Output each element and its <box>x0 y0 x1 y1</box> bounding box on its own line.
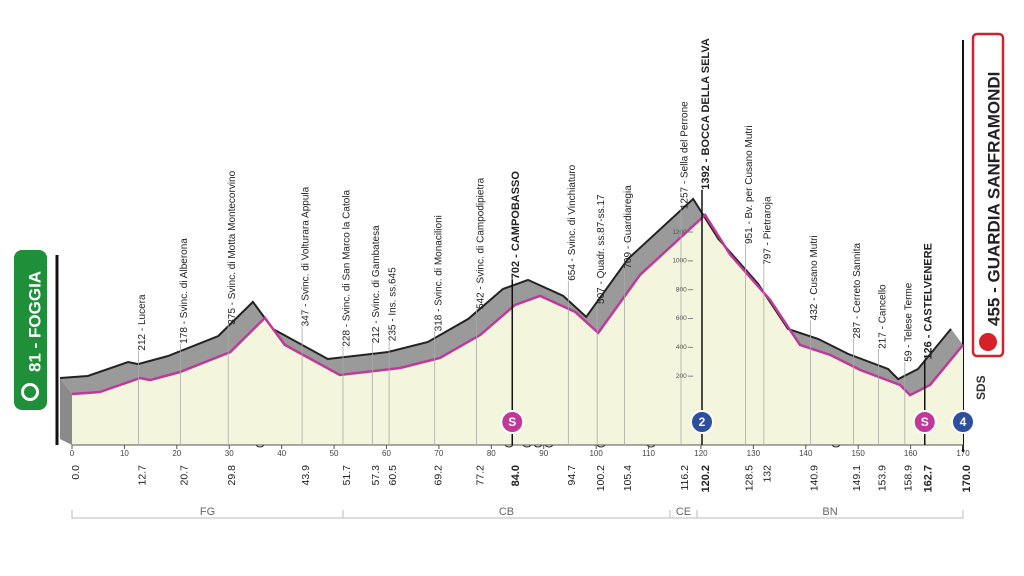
marker-symbol: S <box>508 415 516 429</box>
y-tick-label: 200 <box>676 373 687 380</box>
km-label: 158.9 <box>903 465 915 491</box>
km-label: 100.2 <box>595 465 607 491</box>
start-badge <box>14 250 47 410</box>
x-tick-label: 150 <box>851 449 865 458</box>
zone-label: BN <box>822 506 837 518</box>
y-tick-label: 400 <box>676 344 687 351</box>
km-label: 105.4 <box>622 465 634 491</box>
km-label: 140.9 <box>808 465 820 491</box>
km-label: 60.5 <box>387 465 399 486</box>
waypoint-label: 347 - Svinc. di Volturara Appula <box>301 186 312 326</box>
waypoint-label: 654 - Svinc. di Vinchiaturo <box>567 164 578 280</box>
waypoint-label: 126 - CASTELVENERE <box>923 243 935 360</box>
marker-symbol: S <box>921 415 929 429</box>
x-tick-label: 30 <box>225 449 234 458</box>
waypoint-label: 212 - Svinc. di Gambatesa <box>371 225 382 343</box>
waypoint-label: 432 - Cusano Mutri <box>809 235 820 320</box>
plot: 0 10 20 30 40 50 60 70 80 90 100 110 120 130 140 150 160… <box>59 38 975 519</box>
x-tick-label: 120 <box>694 449 708 458</box>
waypoint-label: 318 - Svinc. di Monacilioni <box>433 215 444 331</box>
x-tick-label: 90 <box>539 449 548 458</box>
km-label: 57.3 <box>370 465 382 486</box>
y-tick-label: 1200 <box>672 229 687 236</box>
y-tick-label: 600 <box>676 315 687 322</box>
waypoint-label: 217 - Cancello <box>877 284 888 349</box>
km-label: 128.5 <box>743 465 755 491</box>
waypoint-label: 287 - Cerreto Sannita <box>852 243 863 339</box>
start-icon-inner <box>24 386 36 398</box>
waypoint-label: 702 - CAMPOBASSO <box>510 171 522 280</box>
y-tick-label: 1000 <box>672 258 687 265</box>
x-tick-label: 70 <box>434 449 443 458</box>
km-label: 94.7 <box>566 465 578 486</box>
x-tick-label: 40 <box>277 449 286 458</box>
marker <box>912 410 937 434</box>
finish-label: 455 - GUARDIA SANFRAMONDI <box>984 72 1003 326</box>
profile-line <box>71 212 964 397</box>
x-tick-label: 0 <box>70 449 75 458</box>
x-tick-label: 170 <box>956 449 970 458</box>
km-label: 162.7 <box>923 465 935 493</box>
marker <box>689 410 714 434</box>
km-label: 12.7 <box>136 465 148 486</box>
marker-symbol: 2 <box>699 415 706 429</box>
waypoint-label: 235 - Ins. ss.645 <box>388 267 399 341</box>
finish-icon <box>979 333 997 351</box>
x-tick-label: 130 <box>747 449 761 458</box>
marker <box>951 410 975 434</box>
profile-top <box>59 197 952 381</box>
km-label: 120.2 <box>700 465 712 493</box>
finish-badge <box>971 32 1005 358</box>
profile-shadow <box>60 198 963 396</box>
logo: SDS <box>974 375 988 400</box>
km-label: 132 <box>762 465 774 483</box>
zone-label: CB <box>499 506 514 518</box>
km-label: 69.2 <box>432 465 444 486</box>
start-label: 81 - FOGGIA <box>25 271 44 372</box>
waypoint-label: 507 - Quadr. ss.87-ss.17 <box>596 194 607 304</box>
x-tick-label: 110 <box>642 449 655 458</box>
km-label: 20.7 <box>178 465 190 486</box>
marker-symbol: 4 <box>960 415 967 429</box>
x-tick-label: 60 <box>382 449 391 458</box>
x-tick-label: 80 <box>487 449 496 458</box>
km-label: 116.2 <box>679 465 691 491</box>
zone-bracket <box>696 510 964 519</box>
km-label: 170.0 <box>961 465 973 493</box>
x-tick-label: 100 <box>589 449 603 458</box>
waypoint-label: 709 - Guardiaregia <box>623 185 634 269</box>
km-label: 51.7 <box>341 465 353 486</box>
x-tick-label: 10 <box>120 449 129 458</box>
waypoint-label: 1392 - BOCCA DELLA SELVA <box>700 38 712 190</box>
km-label: 149.1 <box>851 465 863 491</box>
profile-side <box>60 378 72 445</box>
km-label: 29.8 <box>226 465 238 486</box>
waypoint-label: 212 - Lucera <box>137 294 148 351</box>
km-label: 43.9 <box>300 465 312 486</box>
x-tick-label: 20 <box>172 449 181 458</box>
profile-area <box>72 214 963 445</box>
waypoint-label: 542 - Svinc. di Campodipietra <box>475 177 486 309</box>
km-label: 153.9 <box>876 465 888 491</box>
waypoint-label: 178 - Svinc. di Alberona <box>179 238 190 344</box>
km-label: 0.0 <box>70 465 82 480</box>
y-tick-label: 800 <box>676 286 687 293</box>
km-label: 77.2 <box>474 465 486 486</box>
x-tick-label: 140 <box>799 449 813 458</box>
waypoint-label: 1257 - Sella del Perrone <box>680 101 691 209</box>
zone-label: FG <box>200 506 215 518</box>
waypoint-label: 797 - Pietraroja <box>762 196 773 265</box>
km-label: 84.0 <box>510 465 522 486</box>
marker <box>500 410 525 434</box>
zone-label: CE <box>676 506 691 518</box>
waypoint-label: 375 - Svinc. di Motta Montecorvino <box>227 170 238 324</box>
waypoint-label: 951 - Bv. per Cusano Mutri <box>744 125 755 244</box>
x-tick-label: 50 <box>330 449 339 458</box>
waypoint-label: 228 - Svinc. di San Marco la Catola <box>342 189 353 346</box>
x-tick-label: 160 <box>904 449 918 458</box>
waypoint-label: 59 - Telese Terme <box>903 282 914 362</box>
